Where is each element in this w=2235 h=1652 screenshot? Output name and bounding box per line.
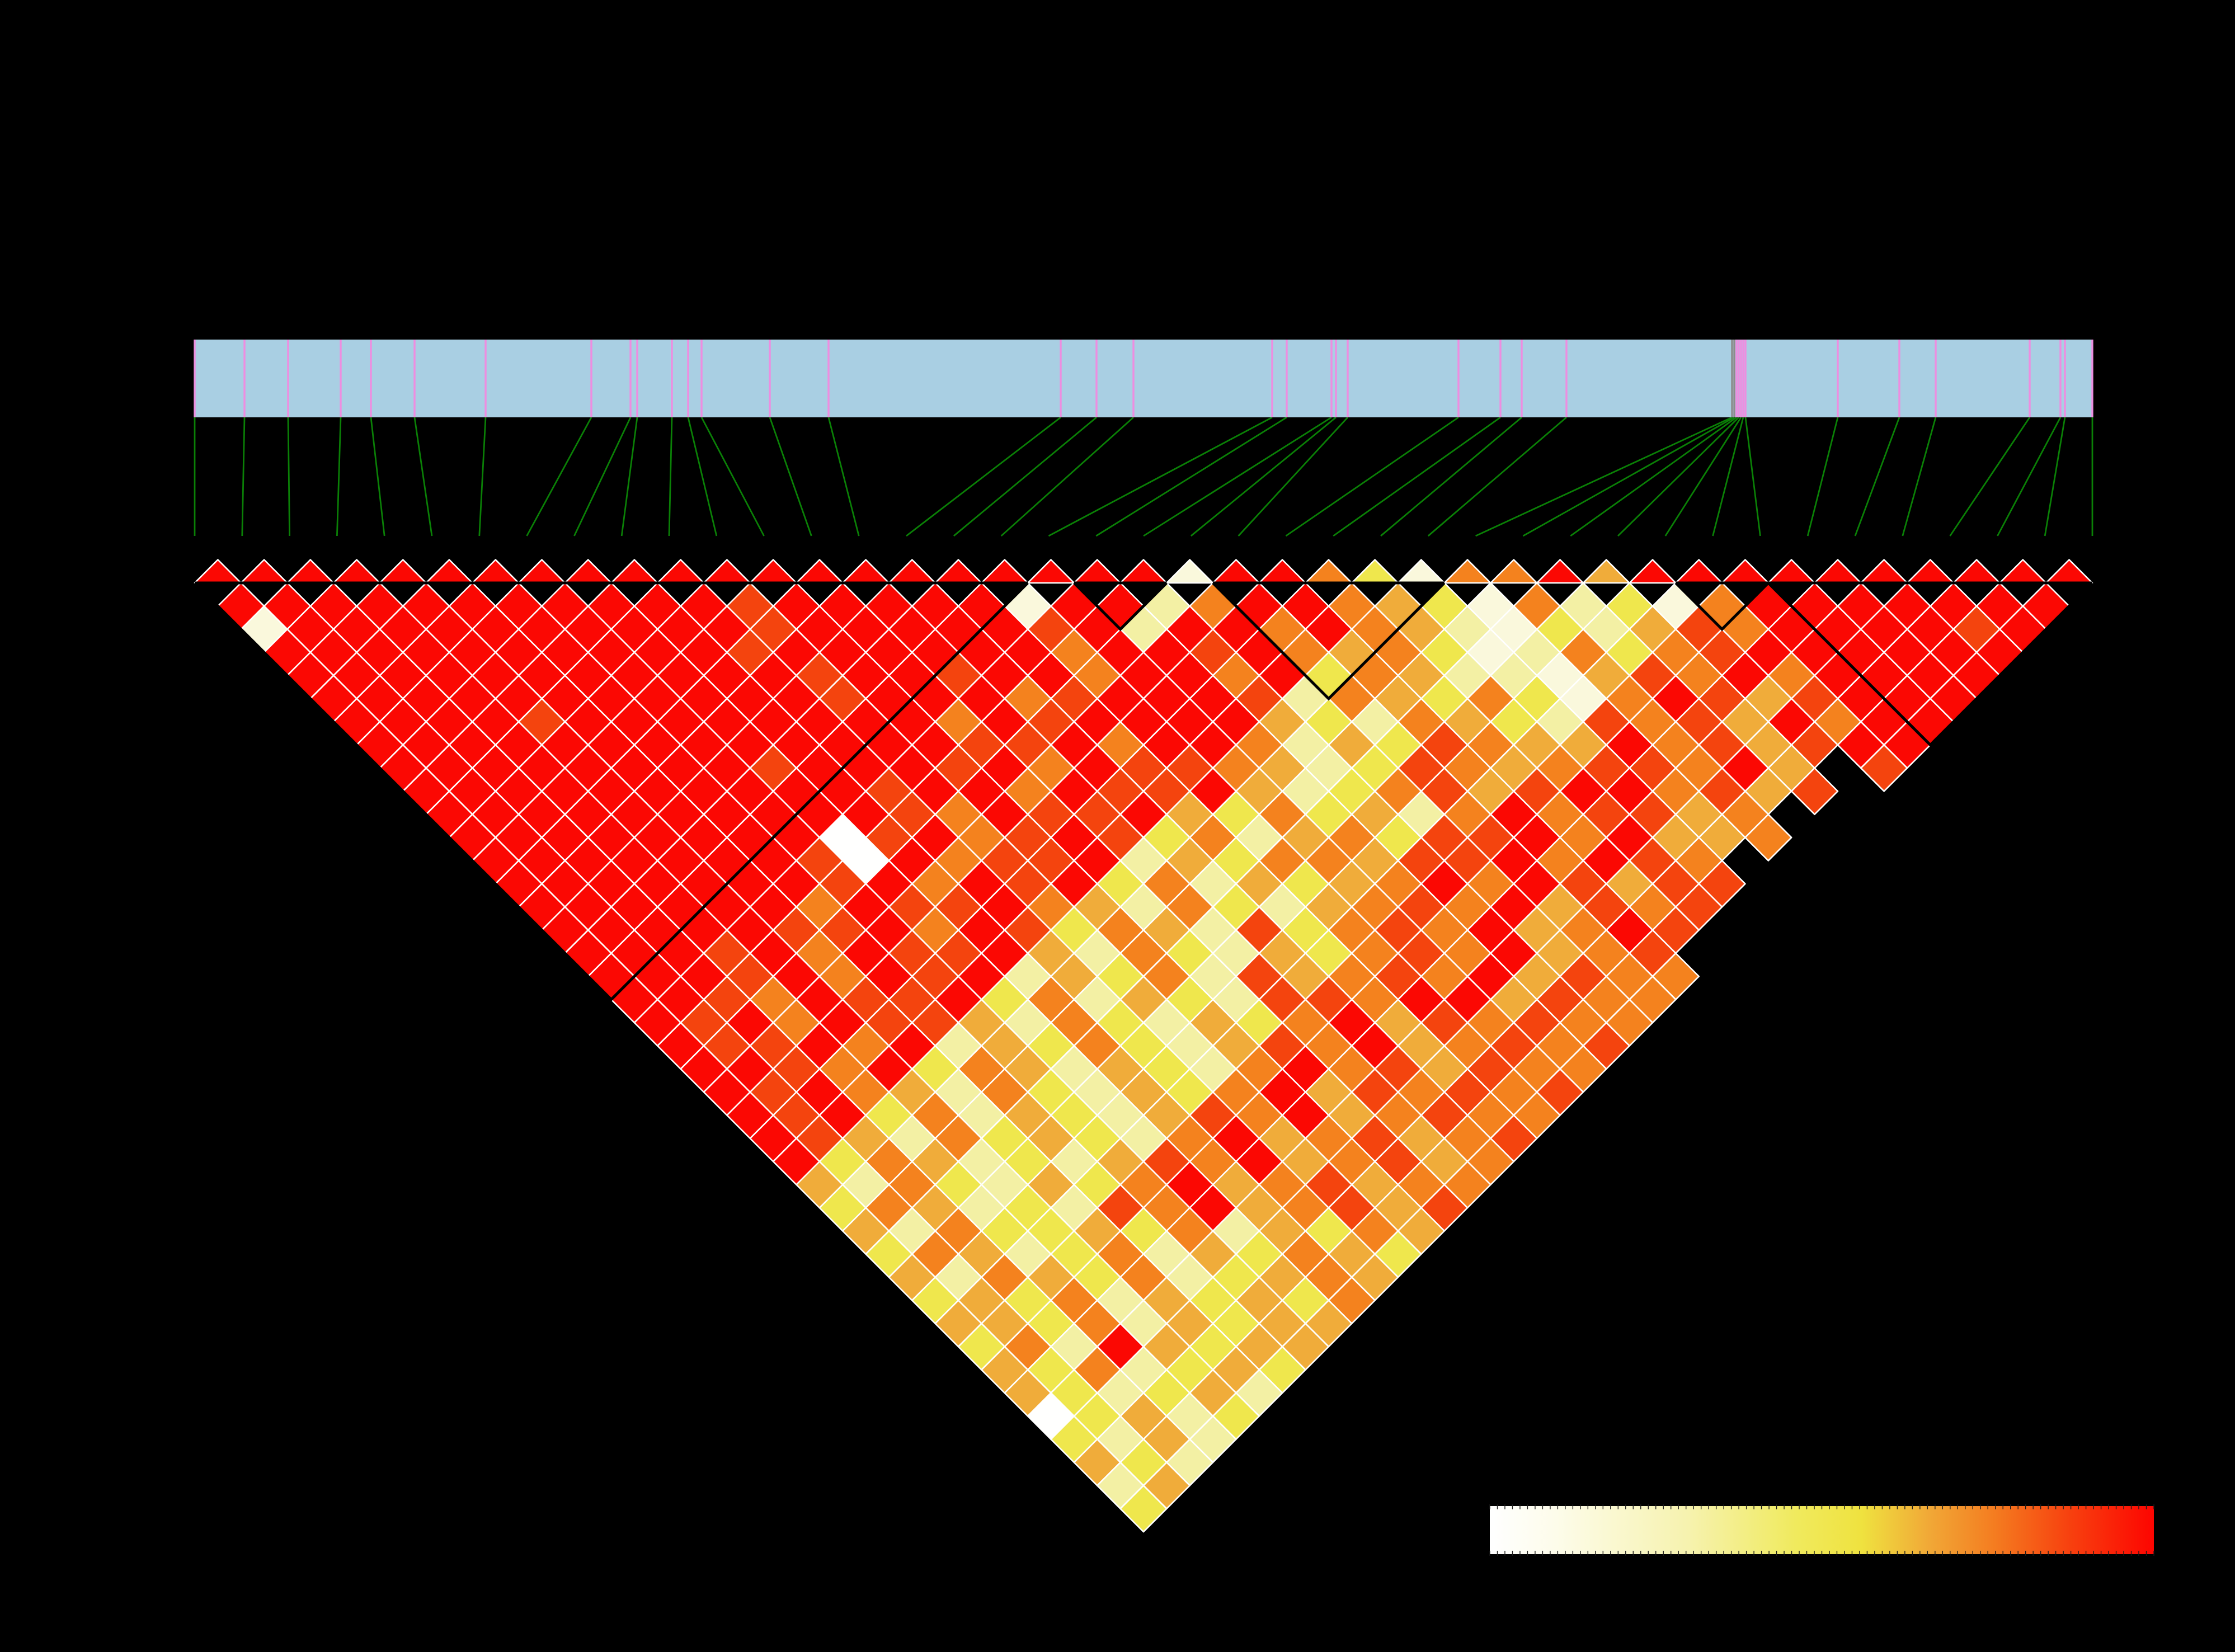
map-line [620,417,638,536]
snp-peak-cell [1536,559,1584,584]
block-outline [1073,581,1168,632]
map-line [478,417,487,536]
block-outline [1212,581,1446,701]
map-line [1744,417,1761,536]
map-line [1000,416,1134,537]
map-line [1333,416,1501,537]
chromosome-bar [195,340,2092,417]
map-line [1617,417,1739,536]
map-line [1664,417,1742,536]
map-line [700,417,765,536]
snp-ticks-group [194,340,2093,417]
ld-cell [1860,744,1908,792]
map-line [2044,417,2066,536]
color-legend [1489,1504,2154,1556]
map-line [1285,416,1459,537]
map-line [1854,417,1900,536]
map-line [827,417,860,536]
ld-cell [1119,1485,1168,1533]
ld-cell [1790,767,1839,815]
map-line [1475,416,1733,537]
map-line [413,417,433,536]
map-line [336,417,342,536]
snp-peak-cell [1490,559,1538,584]
legend-gradient-bar [1490,1506,2154,1554]
snp-peak-cell [1027,559,1075,584]
map-line [1095,416,1287,537]
map-line [573,417,632,536]
map-line [1380,416,1522,537]
map-line [1806,417,1839,536]
snp-peak-cell [1443,559,1491,584]
block-outline [1674,581,1770,632]
block-outline [194,581,1029,1002]
map-line [1143,416,1332,537]
map-line [1570,416,1737,537]
map-line [668,417,673,536]
map-line [906,416,1061,537]
map-line [1522,416,1735,537]
map-line [1427,416,1567,537]
map-line [287,417,290,536]
map-line [1712,417,1744,536]
ld-cell [1744,813,1792,862]
map-line [1902,417,1937,536]
legend-ticks-group [1489,1504,2154,1556]
map-line [953,416,1097,537]
snp-peak-cell [1582,559,1630,584]
map-line [769,417,812,536]
map-line [370,417,385,536]
map-line [1997,417,2062,536]
map-line [526,417,592,536]
snp-peak-cell [1166,559,1214,584]
snp-peak-cell [1629,559,1677,584]
map-lines-group [194,416,2093,537]
map-line [241,417,246,536]
map-line [1048,416,1273,537]
map-line [687,417,718,536]
block-outline [1767,581,2093,747]
block-outlines-group [194,581,2093,1002]
map-line [1190,416,1337,537]
map-line [1949,417,2031,536]
map-line [1238,417,1349,536]
